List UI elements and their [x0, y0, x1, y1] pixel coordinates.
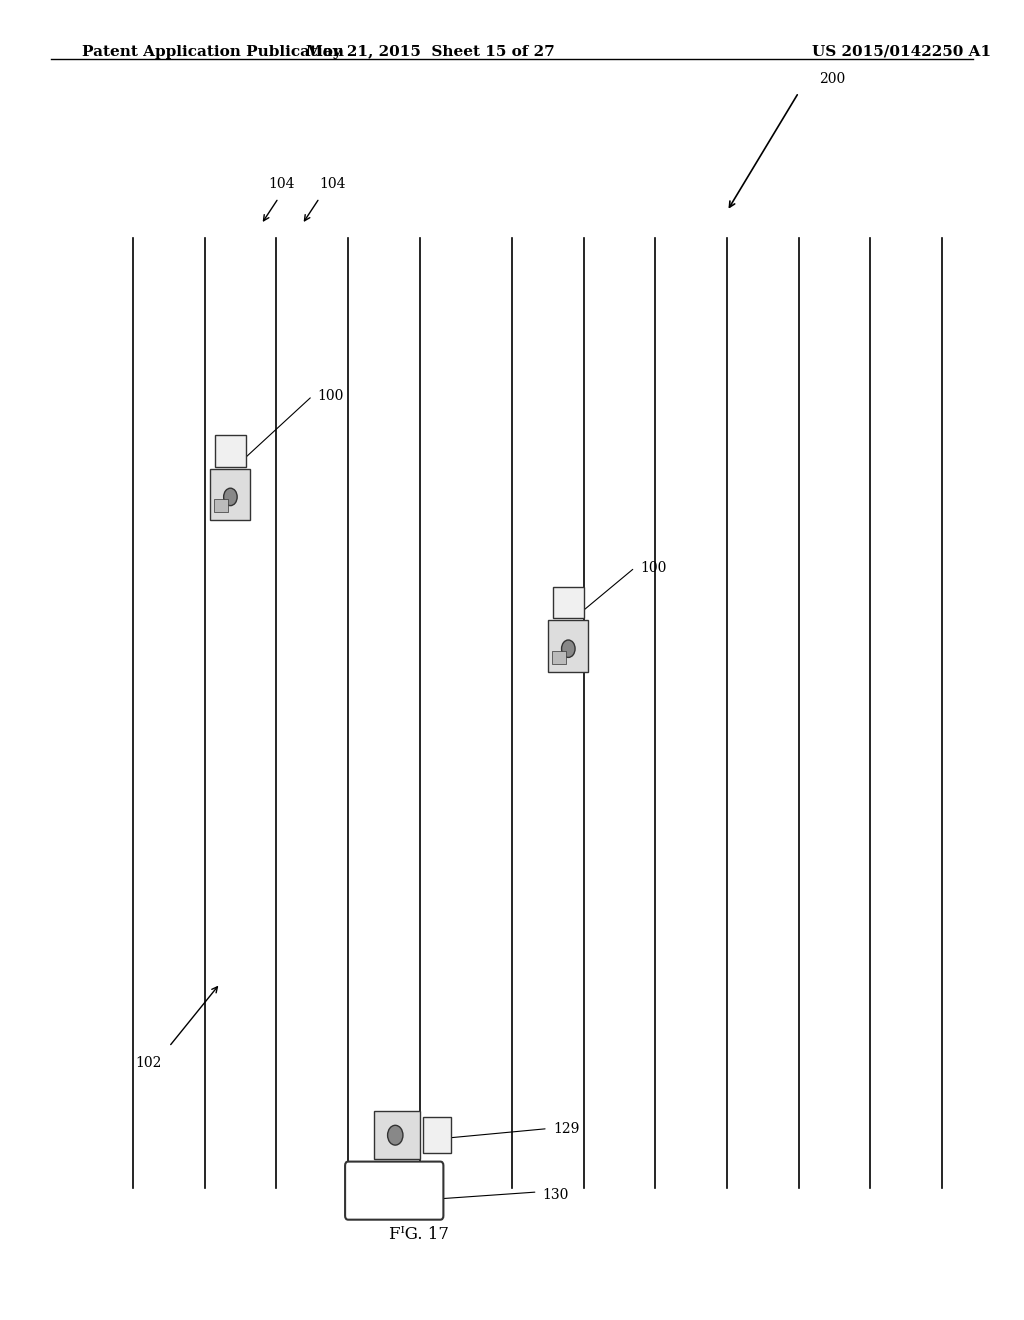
Bar: [374, 1111, 420, 1159]
Circle shape: [223, 488, 238, 506]
Text: 100: 100: [640, 561, 667, 574]
Text: May 21, 2015  Sheet 15 of 27: May 21, 2015 Sheet 15 of 27: [306, 45, 554, 59]
Text: 130: 130: [543, 1188, 569, 1201]
FancyBboxPatch shape: [345, 1162, 443, 1220]
Bar: [423, 1117, 451, 1154]
Circle shape: [561, 640, 575, 657]
Text: 102: 102: [135, 1056, 162, 1069]
Text: 200: 200: [819, 73, 846, 86]
Text: Patent Application Publication: Patent Application Publication: [82, 45, 344, 59]
Text: 100: 100: [317, 389, 344, 403]
Bar: [214, 499, 228, 512]
Circle shape: [387, 1125, 403, 1144]
Text: US 2015/0142250 A1: US 2015/0142250 A1: [812, 45, 990, 59]
Bar: [211, 469, 251, 520]
Text: 104: 104: [319, 177, 346, 191]
Bar: [552, 651, 566, 664]
Bar: [215, 434, 246, 467]
Text: 129: 129: [553, 1122, 580, 1135]
Bar: [553, 586, 584, 618]
Text: FᴵG. 17: FᴵG. 17: [389, 1226, 450, 1242]
Bar: [549, 620, 589, 672]
Text: 104: 104: [268, 177, 295, 191]
Text: 131: 131: [380, 1184, 409, 1197]
